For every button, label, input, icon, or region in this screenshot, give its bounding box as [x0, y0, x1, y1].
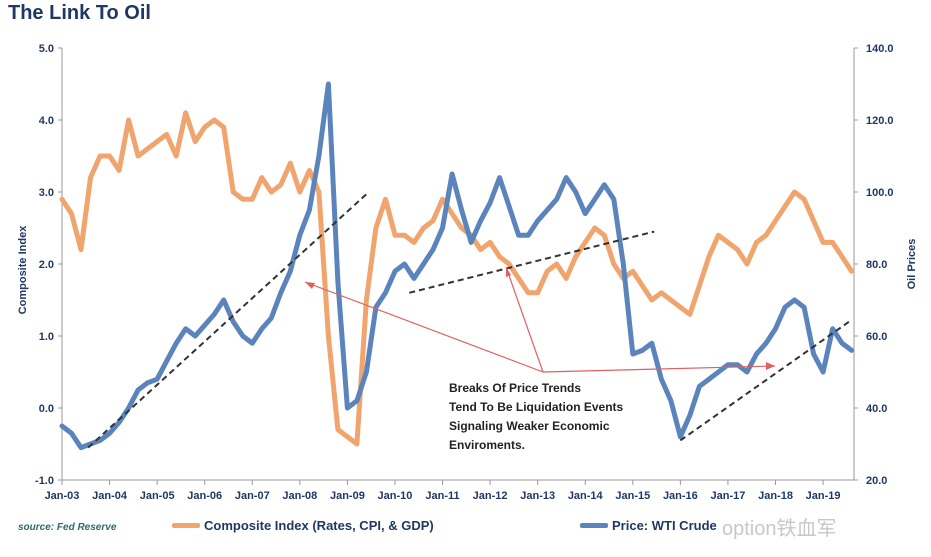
x-tick-label: Jan-05 — [140, 490, 175, 502]
annotation-line-3: Signaling Weaker Economic — [449, 419, 610, 433]
x-tick-label: Jan-15 — [615, 490, 650, 502]
right-axis-title: Oil Prices — [906, 239, 918, 290]
x-tick-label: Jan-13 — [520, 490, 555, 502]
x-axis-ticks: Jan-03 Jan-04 Jan-05 Jan-06 Jan-07 Jan-08 Jan-… — [45, 480, 841, 502]
trend-line-2 — [409, 230, 655, 294]
left-tick-label: -1.0 — [35, 475, 54, 487]
x-tick-label: Jan-12 — [473, 490, 508, 502]
left-tick-label: 2.0 — [39, 259, 54, 271]
right-tick-label: 60.0 — [866, 331, 887, 343]
arrowhead-2 — [506, 267, 511, 277]
right-tick-label: 20.0 — [866, 475, 887, 487]
legend-composite-label: Composite Index (Rates, CPI, & GDP) — [204, 518, 434, 533]
annotation-arrow-1 — [304, 281, 544, 373]
right-axis-ticks: 140.0 120.0 100.0 80.0 60.0 40.0 20.0 — [854, 43, 894, 487]
x-tick-label: Jan-14 — [568, 490, 604, 502]
legend-composite-swatch — [172, 523, 200, 528]
annotation-line-4: Enviroments. — [449, 438, 525, 452]
arrowhead-3 — [766, 362, 775, 370]
legend-composite: Composite Index (Rates, CPI, & GDP) — [172, 518, 434, 533]
legend-oil: Price: WTI Crude — [580, 518, 717, 533]
x-tick-label: Jan-04 — [92, 490, 128, 502]
x-tick-label: Jan-19 — [806, 490, 841, 502]
plot-area — [62, 48, 854, 480]
arrowhead-1 — [305, 282, 315, 289]
left-axis-title: Composite Index — [17, 225, 29, 315]
right-tick-label: 80.0 — [866, 259, 887, 271]
trend-lines — [87, 191, 850, 449]
x-tick-label: Jan-11 — [425, 490, 459, 502]
legend-oil-label: Price: WTI Crude — [612, 518, 717, 533]
left-tick-label: 3.0 — [39, 187, 54, 199]
left-tick-label: 1.0 — [39, 331, 54, 343]
annotation-arrow-2 — [505, 266, 544, 373]
x-tick-label: Jan-03 — [45, 490, 80, 502]
x-tick-label: Jan-16 — [663, 490, 698, 502]
right-tick-label: 140.0 — [866, 43, 894, 55]
x-tick-label: Jan-07 — [235, 490, 270, 502]
left-tick-label: 0.0 — [39, 403, 54, 415]
x-tick-label: Jan-08 — [282, 490, 317, 502]
right-tick-label: 100.0 — [866, 187, 894, 199]
series-line-oil — [59, 81, 855, 451]
series-line-composite — [59, 110, 855, 447]
trend-line-1 — [87, 191, 370, 449]
watermark: option铁血军 — [722, 518, 837, 540]
annotation-line-2: Tend To Be Liquidation Events — [449, 400, 624, 414]
left-axis-ticks: 5.0 4.0 3.0 2.0 1.0 0.0 -1.0 — [35, 43, 62, 487]
left-tick-label: 5.0 — [39, 43, 54, 55]
annotation-arrow-3 — [542, 365, 776, 373]
right-tick-label: 40.0 — [866, 403, 887, 415]
right-tick-label: 120.0 — [866, 115, 894, 127]
x-tick-label: Jan-18 — [758, 490, 793, 502]
annotation-text: Breaks Of Price Trends Tend To Be Liquid… — [449, 381, 624, 452]
chart-title: The Link To Oil — [8, 2, 151, 24]
source-note: source: Fed Reserve — [18, 522, 117, 533]
x-tick-label: Jan-10 — [378, 490, 413, 502]
annotation-arrows — [304, 266, 776, 373]
x-tick-label: Jan-17 — [711, 490, 746, 502]
chart-canvas: 5.0 4.0 3.0 2.0 1.0 0.0 -1.0 140.0 120.0 100.0 80… — [17, 43, 918, 502]
legend-oil-swatch — [580, 523, 608, 528]
trend-line-3 — [679, 320, 850, 442]
left-tick-label: 4.0 — [39, 115, 54, 127]
x-tick-label: Jan-09 — [330, 490, 365, 502]
series-layer — [59, 81, 855, 451]
x-tick-label: Jan-06 — [187, 490, 222, 502]
annotation-line-1: Breaks Of Price Trends — [449, 381, 581, 395]
